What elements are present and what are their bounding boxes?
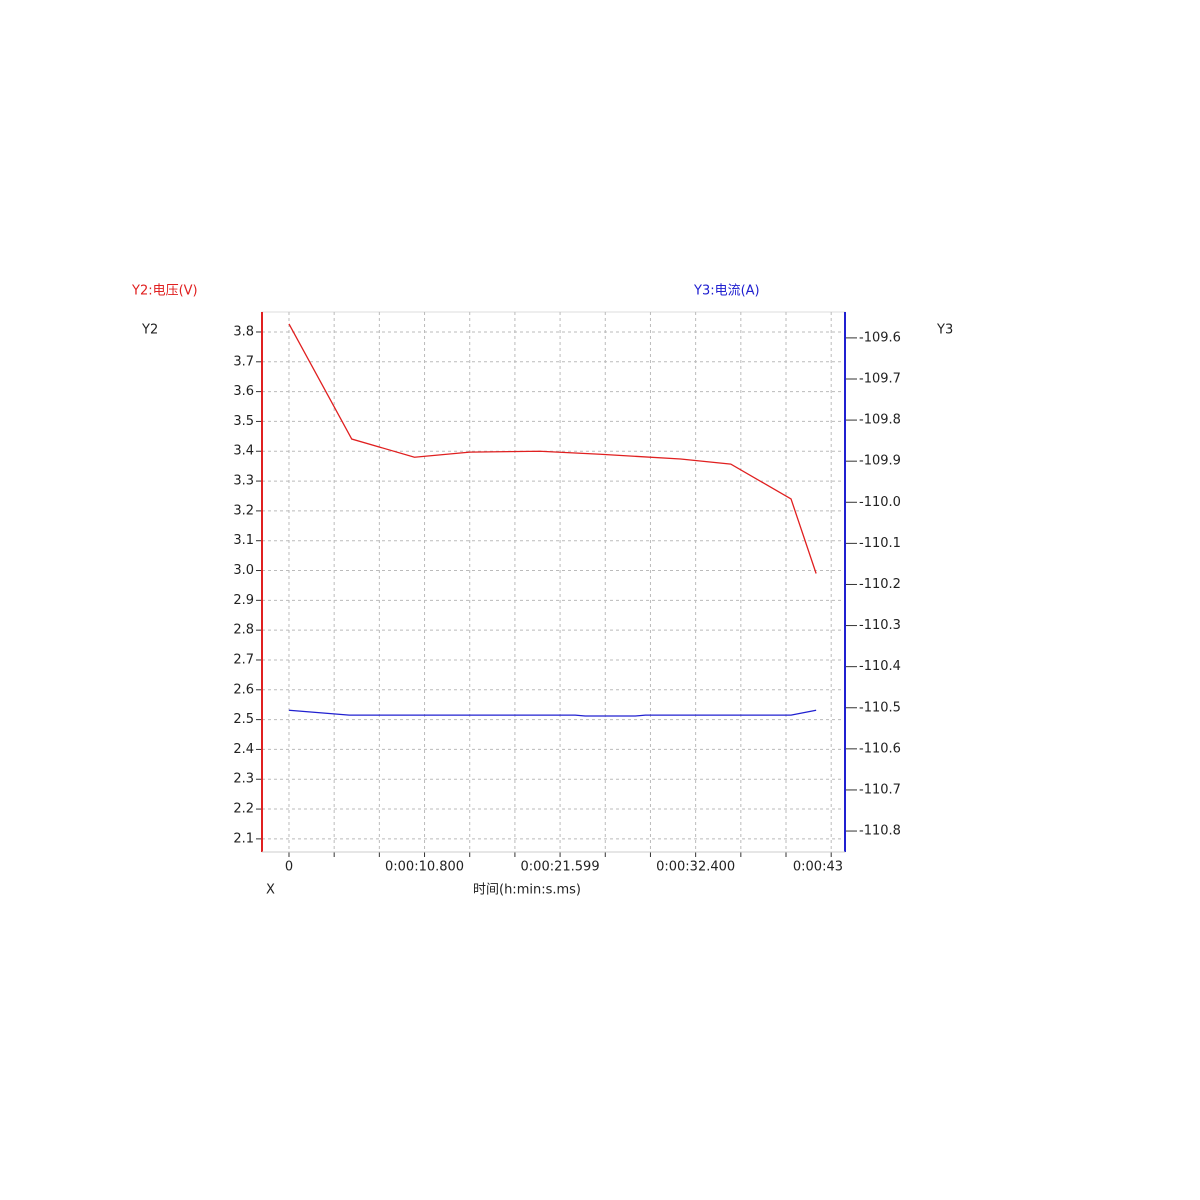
- y2-tick-label: -110.5: [859, 700, 901, 715]
- y-axis-name: Y2: [141, 323, 158, 338]
- y-tick-label: 3.7: [233, 354, 254, 369]
- y2-axis-name: Y3: [936, 323, 953, 338]
- x-tick-label: 0: [285, 860, 293, 875]
- y-tick-label: 3.6: [233, 384, 254, 399]
- y2-axis-title: Y3:电流(A): [693, 284, 760, 299]
- x-tick-label: 0:00:43: [793, 860, 843, 875]
- x-axis-name: X: [266, 883, 275, 898]
- y-tick-label: 3.0: [233, 563, 254, 578]
- y2-tick-label: -109.8: [859, 413, 901, 428]
- x-tick-label: 0:00:32.400: [656, 860, 735, 875]
- y-tick-label: 3.1: [233, 533, 254, 548]
- y2-tick-label: -110.6: [859, 741, 901, 756]
- x-tick-label: 0:00:21.599: [521, 860, 600, 875]
- y-tick-label: 2.9: [233, 593, 254, 608]
- y2-tick-label: -110.4: [859, 659, 901, 674]
- x-axis-title: 时间(h:min:s.ms): [473, 883, 581, 898]
- y-tick-label: 2.8: [233, 623, 254, 638]
- x-tick-label: 0:00:10.800: [385, 860, 464, 875]
- y-tick-label: 2.3: [233, 772, 254, 787]
- y2-tick-label: -110.3: [859, 618, 901, 633]
- y-tick-label: 2.1: [233, 831, 254, 846]
- y-tick-label: 2.2: [233, 802, 254, 817]
- y2-tick-label: -110.7: [859, 782, 901, 797]
- y-tick-label: 3.5: [233, 414, 254, 429]
- data-line: [288, 323, 817, 574]
- y2-tick-label: -110.0: [859, 495, 901, 510]
- y2-tick-label: -110.1: [859, 536, 901, 551]
- plot-area: [261, 311, 846, 853]
- y2-tick-label: -110.8: [859, 824, 901, 839]
- y-tick-label: 3.4: [233, 444, 254, 459]
- y2-tick-label: -109.6: [859, 330, 901, 345]
- y-tick-label: 3.2: [233, 503, 254, 518]
- y-tick-label: 2.4: [233, 742, 254, 757]
- y-axis-title: Y2:电压(V): [131, 284, 198, 299]
- y-tick-label: 3.3: [233, 474, 254, 489]
- y-tick-label: 3.8: [233, 324, 254, 339]
- y2-tick-label: -110.2: [859, 577, 901, 592]
- y-tick-label: 2.6: [233, 682, 254, 697]
- y-tick-label: 2.7: [233, 652, 254, 667]
- y-tick-label: 2.5: [233, 712, 254, 727]
- y2-tick-label: -109.9: [859, 454, 901, 469]
- y2-tick-label: -109.7: [859, 371, 901, 386]
- data-line: [288, 709, 817, 717]
